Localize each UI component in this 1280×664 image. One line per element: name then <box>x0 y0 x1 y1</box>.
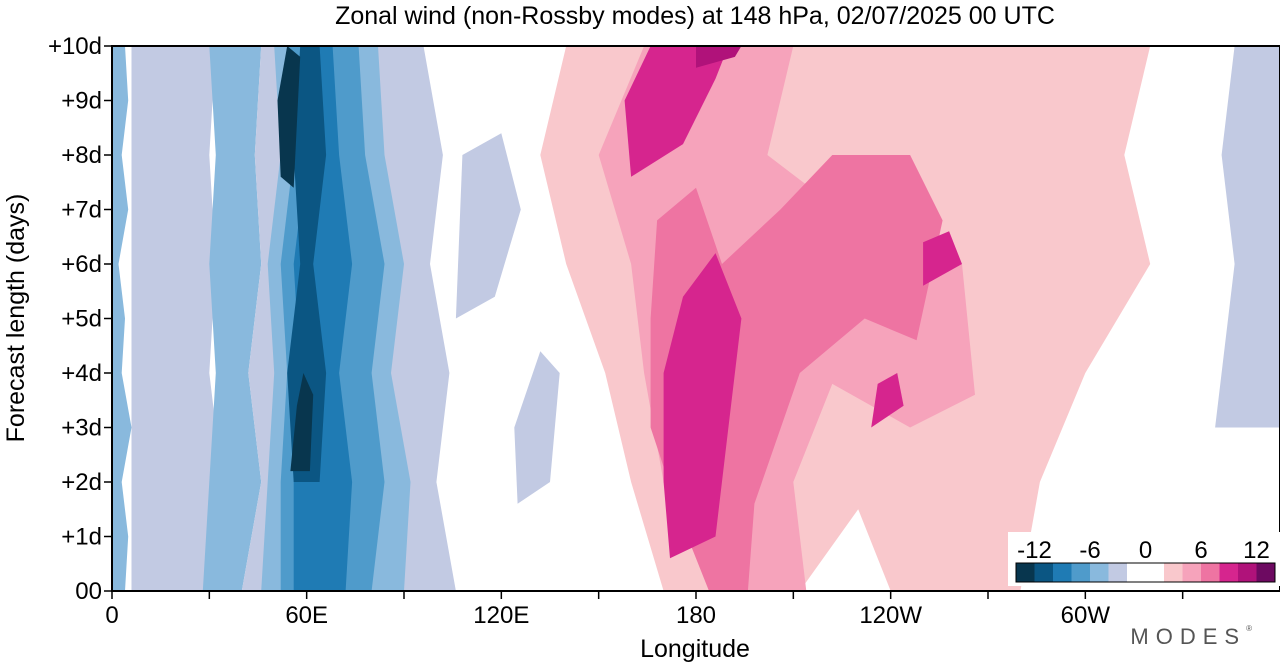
x-tick-label: 60W <box>1061 602 1111 629</box>
y-tick-label: +10d <box>48 33 102 60</box>
y-tick-label: +6d <box>61 251 102 278</box>
band-east-africa-negative <box>202 46 262 591</box>
x-tick-label: 60E <box>285 602 328 629</box>
colorbar-swatch <box>1219 563 1238 582</box>
band-west-pacific-weak-negative <box>131 46 223 591</box>
x-tick-label: 120W <box>859 602 922 629</box>
chart-title: Zonal wind (non-Rossby modes) at 148 hPa… <box>335 2 1055 30</box>
band-dateline-strong-positive <box>663 253 742 559</box>
y-tick-label: +3d <box>61 415 102 442</box>
band-indian-ocean-very-strong-negative <box>287 46 327 482</box>
band-dateline-core-positive <box>696 46 742 68</box>
plot-area <box>112 46 1280 591</box>
x-axis: 0 60E 120E 180 120W 60W <box>105 591 1184 629</box>
colorbar-swatch <box>1016 563 1035 582</box>
colorbar-swatch <box>1071 563 1090 582</box>
band-indian-ocean-core-upper-negative <box>277 46 301 188</box>
x-tick-label: 180 <box>676 602 716 629</box>
band-far-west-weak-negative <box>1215 46 1280 428</box>
colorbar: -12 -6 0 6 12 <box>1008 532 1280 586</box>
band-maritime-weak-negative <box>455 133 521 319</box>
colorbar-swatch <box>1053 563 1072 582</box>
y-axis: 00 +1d +2d +3d +4d +5d +6d +7d +8d +9d +10d <box>48 33 112 605</box>
colorbar-swatch <box>1256 563 1275 582</box>
colorbar-label: -6 <box>1079 537 1100 564</box>
x-axis-label: Longitude <box>640 635 750 663</box>
colorbar-swatch <box>1034 563 1053 582</box>
y-tick-label: 00 <box>75 578 102 605</box>
colorbar-label: 12 <box>1243 537 1270 564</box>
band-far-east-negative <box>112 46 132 591</box>
y-axis-label: Forecast length (days) <box>2 194 30 443</box>
colorbar-swatch <box>1090 563 1109 582</box>
band-east-pacific-strong-positive <box>871 373 904 428</box>
colorbar-frame <box>1015 562 1276 583</box>
colorbar-label: -12 <box>1017 537 1052 564</box>
colorbar-swatch <box>1182 563 1201 582</box>
y-tick-label: +4d <box>61 360 102 387</box>
brand-name: MODES <box>1130 624 1247 649</box>
colorbar-swatch <box>1108 563 1127 582</box>
colorbar-label: 6 <box>1194 537 1207 564</box>
band-dateline-upper-strong-positive <box>624 46 729 177</box>
y-tick-label: +7d <box>61 197 102 224</box>
y-tick-label: +8d <box>61 142 102 169</box>
colorbar-swatch <box>1127 563 1164 582</box>
band-maritime-lower-negative <box>514 351 560 504</box>
colorbar-swatch <box>1201 563 1220 582</box>
band-east-pacific-upper-positive <box>923 231 962 286</box>
colorbar-swatch <box>1238 563 1257 582</box>
colorbar-label: 0 <box>1139 537 1152 564</box>
x-tick-label: 120E <box>473 602 529 629</box>
y-tick-label: +9d <box>61 88 102 115</box>
colorbar-swatch <box>1164 563 1183 582</box>
y-tick-label: +5d <box>61 306 102 333</box>
modes-logo: MODES® <box>1130 624 1252 649</box>
y-tick-label: +1d <box>61 524 102 551</box>
x-tick-label: 0 <box>105 602 118 629</box>
band-indian-ocean-core-negative <box>290 373 314 472</box>
y-tick-label: +2d <box>61 469 102 496</box>
